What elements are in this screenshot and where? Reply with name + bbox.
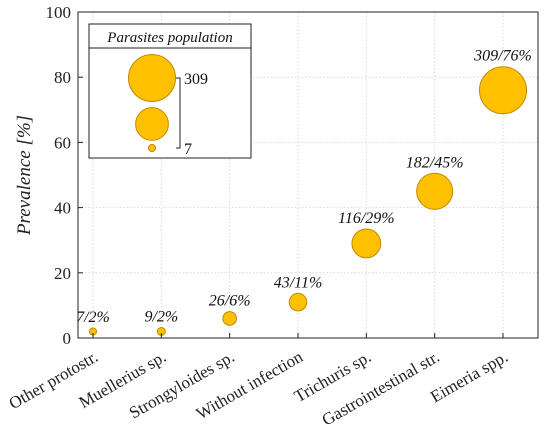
x-tick-label-6: Eimeria spp. [427,347,511,406]
data-label-3: 43/11% [274,274,323,291]
y-tick-label-0: 0 [63,329,72,348]
bubble-layer [88,66,527,336]
legend-bubble-1 [135,107,169,141]
y-axis-title: Prevalence [%] [14,115,35,236]
data-label-0: 7/2% [76,309,110,326]
bubble-3 [288,292,308,312]
y-tick-label-5: 100 [46,3,72,22]
bubble-2 [222,311,237,326]
bubble-6 [479,66,527,115]
plot-frame [77,11,539,339]
y-tick-labels: 0 20 40 60 80 100 [46,3,83,348]
bubble-5 [416,172,454,210]
data-label-6: 309/76% [473,48,532,65]
y-tick-label-1: 20 [54,264,71,283]
legend-bubbles [128,54,176,153]
legend-bracket [176,77,181,149]
data-label-5: 182/45% [406,154,464,171]
y-tick-label-2: 40 [54,199,71,218]
y-tick-label-3: 60 [54,133,71,152]
legend-title: Parasites population [106,30,232,46]
data-label-4: 116/29% [338,210,395,227]
x-tick-label-5: Gastrointestinal str. [319,347,443,430]
legend: Parasites population 309 7 [88,23,252,159]
data-label-1: 9/2% [144,308,178,325]
legend-max-label: 309 [184,71,208,88]
legend-bubble-0 [128,54,176,102]
bubble-4 [351,228,382,259]
data-label-layer: 7/2% 9/2% 26/6% 43/11% 116/29% 182/45% 309/76% [76,48,532,326]
legend-bubble-2 [147,143,157,153]
y-tick-label-4: 80 [54,68,71,87]
data-label-2: 26/6% [209,293,251,310]
legend-min-label: 7 [184,141,192,158]
x-tick-labels: Other protostr.Muellerius sp.Strongyloid… [6,333,511,430]
